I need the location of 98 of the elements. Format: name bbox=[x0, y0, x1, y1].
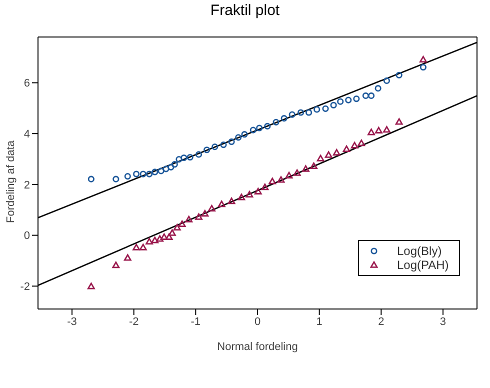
y-tick-label: 0 bbox=[24, 230, 30, 242]
point bbox=[285, 172, 293, 178]
point bbox=[146, 238, 153, 245]
point bbox=[261, 184, 269, 190]
point bbox=[420, 64, 427, 71]
point bbox=[332, 148, 340, 156]
point bbox=[306, 109, 312, 116]
point bbox=[186, 154, 194, 161]
point bbox=[176, 156, 182, 163]
point bbox=[195, 151, 202, 158]
point bbox=[165, 233, 173, 240]
x-axis-title: Normal fordeling bbox=[217, 341, 298, 353]
point bbox=[112, 176, 120, 182]
point bbox=[358, 140, 366, 146]
point bbox=[162, 166, 170, 172]
point bbox=[132, 244, 140, 250]
point bbox=[268, 178, 276, 184]
point bbox=[146, 170, 153, 178]
x-tick-label: -2 bbox=[128, 316, 139, 328]
point bbox=[220, 141, 227, 148]
point bbox=[238, 194, 246, 200]
point bbox=[280, 115, 288, 122]
point bbox=[353, 95, 360, 102]
point bbox=[87, 282, 95, 290]
point bbox=[208, 204, 216, 212]
x-tick-label: -3 bbox=[67, 316, 77, 328]
point bbox=[297, 109, 304, 116]
y-axis-title: Fordeling af data bbox=[4, 140, 17, 223]
point bbox=[395, 118, 403, 125]
point bbox=[185, 216, 193, 222]
point bbox=[235, 134, 242, 141]
point bbox=[310, 162, 318, 170]
point bbox=[156, 235, 164, 242]
point bbox=[178, 220, 186, 227]
point bbox=[383, 77, 390, 84]
point bbox=[288, 111, 296, 118]
chart-title: Fraktil plot bbox=[209, 2, 281, 19]
point bbox=[314, 106, 320, 113]
point bbox=[345, 96, 352, 104]
point bbox=[277, 176, 285, 183]
point bbox=[139, 244, 147, 250]
point bbox=[322, 105, 329, 112]
x-tick-label: 2 bbox=[378, 316, 384, 328]
y-tick-label: 6 bbox=[24, 78, 30, 90]
point bbox=[140, 170, 146, 178]
point bbox=[250, 126, 256, 134]
point bbox=[316, 154, 324, 162]
point bbox=[337, 98, 344, 105]
point bbox=[293, 169, 301, 176]
point bbox=[151, 236, 159, 244]
legend-label: Log(Bly) bbox=[397, 244, 442, 258]
point bbox=[368, 92, 375, 100]
point bbox=[228, 198, 236, 204]
point bbox=[180, 154, 188, 162]
point bbox=[368, 128, 375, 136]
point bbox=[241, 131, 248, 138]
point bbox=[158, 168, 164, 174]
point bbox=[88, 176, 94, 182]
point bbox=[228, 138, 235, 146]
y-tick-label: -2 bbox=[20, 281, 30, 294]
point bbox=[168, 229, 176, 236]
point bbox=[396, 72, 402, 78]
point bbox=[212, 144, 218, 150]
point bbox=[168, 164, 174, 170]
point bbox=[218, 200, 226, 208]
legend-label: Log(PAH) bbox=[397, 258, 449, 272]
point bbox=[201, 210, 209, 217]
point bbox=[383, 126, 390, 133]
point bbox=[112, 262, 120, 268]
point bbox=[124, 173, 131, 180]
x-tick-label: 1 bbox=[316, 316, 322, 328]
point bbox=[246, 190, 254, 198]
x-tick-label: 3 bbox=[440, 316, 446, 328]
point bbox=[133, 170, 140, 178]
point bbox=[254, 188, 262, 194]
point bbox=[330, 102, 337, 108]
point bbox=[374, 126, 382, 134]
point bbox=[256, 124, 263, 132]
point bbox=[302, 165, 310, 172]
x-tick-label: -1 bbox=[190, 316, 201, 328]
point bbox=[362, 92, 370, 100]
point bbox=[350, 142, 358, 148]
point bbox=[272, 118, 280, 126]
point bbox=[195, 213, 202, 220]
y-tick-label: 2 bbox=[24, 179, 30, 192]
point bbox=[420, 56, 427, 63]
point bbox=[173, 224, 181, 231]
point bbox=[124, 254, 132, 261]
point bbox=[264, 122, 271, 130]
point bbox=[342, 145, 350, 152]
point bbox=[324, 151, 332, 158]
point bbox=[374, 85, 382, 92]
point bbox=[152, 168, 158, 176]
y-tick-label: 4 bbox=[24, 128, 30, 141]
point bbox=[171, 161, 178, 168]
point bbox=[160, 233, 168, 240]
point bbox=[204, 146, 210, 154]
x-tick-label: 0 bbox=[254, 316, 261, 328]
